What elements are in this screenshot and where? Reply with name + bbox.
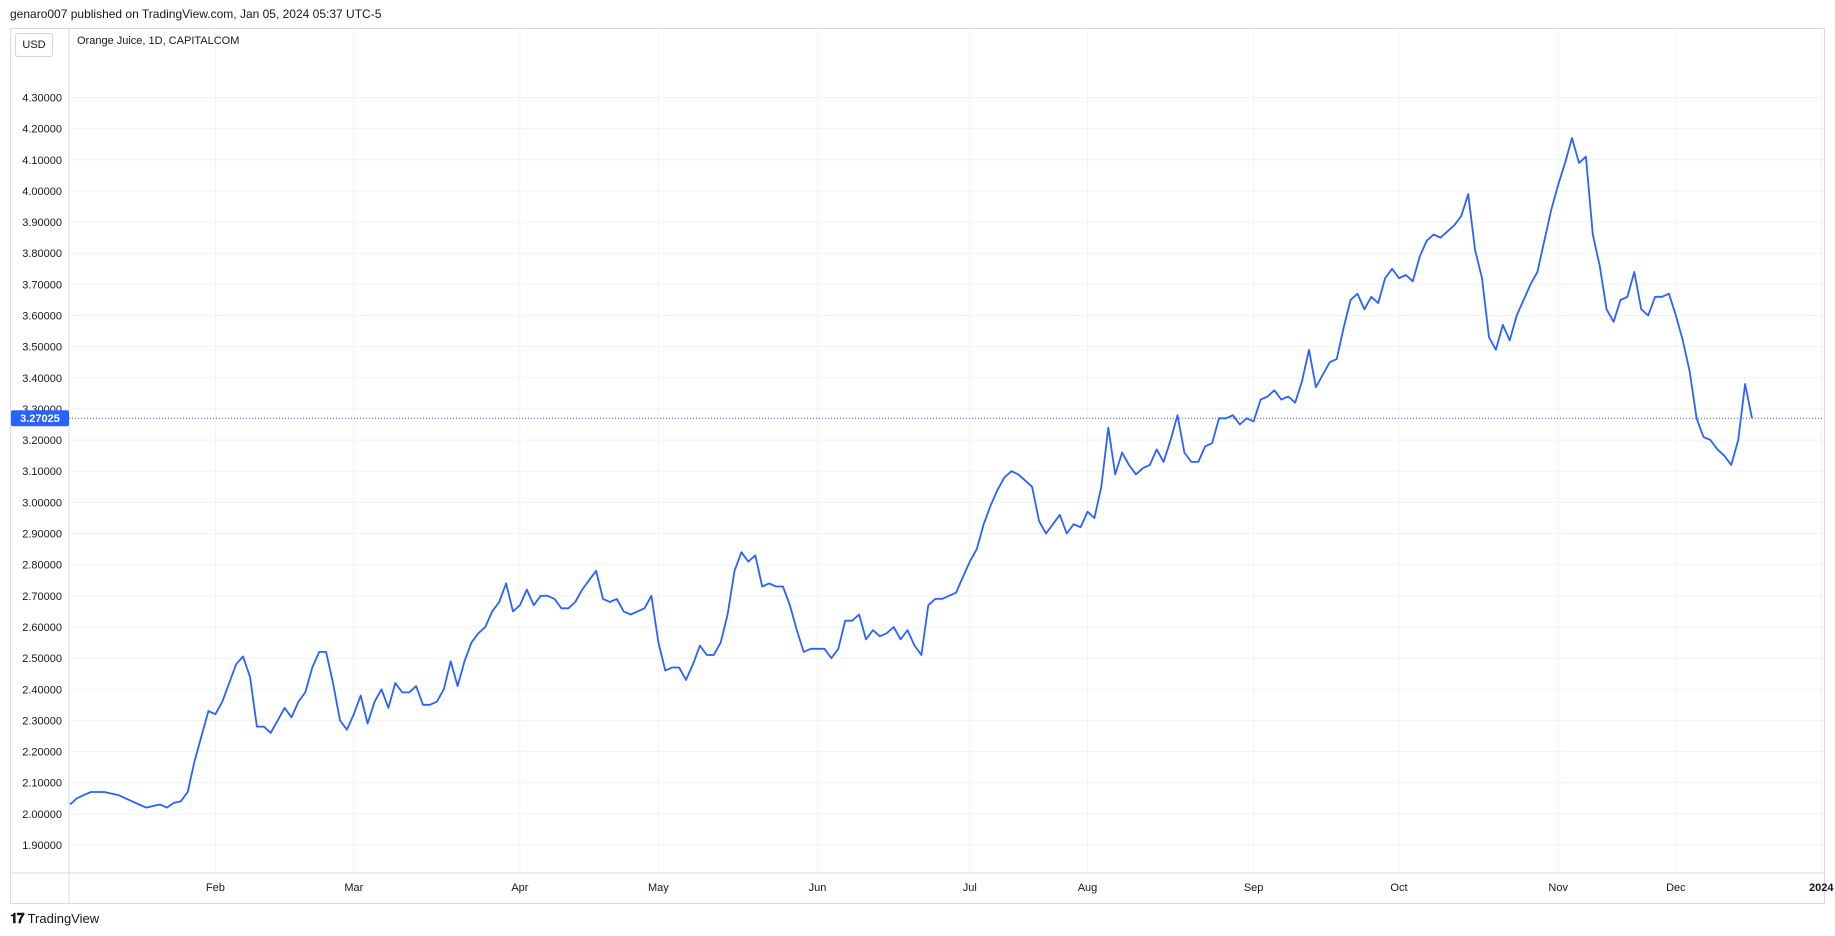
currency-selector[interactable]: USD bbox=[15, 33, 53, 57]
x-tick-label: Nov bbox=[1548, 882, 1568, 894]
y-tick-label: 4.00000 bbox=[22, 186, 62, 198]
x-tick-label: Aug bbox=[1078, 882, 1098, 894]
series-layer bbox=[69, 137, 1753, 809]
footer: 𝟏𝟕 TradingView bbox=[10, 910, 99, 927]
y-tick-label: 2.60000 bbox=[22, 622, 62, 634]
y-tick-label: 3.50000 bbox=[22, 342, 62, 354]
x-tick-label: Feb bbox=[206, 882, 225, 894]
x-tick-label: 2024 bbox=[1809, 882, 1834, 894]
x-tick-label: Apr bbox=[511, 882, 528, 894]
y-tick-label: 2.10000 bbox=[22, 778, 62, 790]
chart-frame bbox=[10, 28, 1825, 904]
x-tick-label: Mar bbox=[344, 882, 363, 894]
y-tick-label: 3.80000 bbox=[22, 248, 62, 260]
x-tick-label: Jun bbox=[809, 882, 827, 894]
y-tick-label: 3.90000 bbox=[22, 217, 62, 229]
y-tick-label: 4.30000 bbox=[22, 93, 62, 105]
y-tick-label: 2.40000 bbox=[22, 684, 62, 696]
grid-layer bbox=[69, 29, 1824, 873]
x-tick-label: Oct bbox=[1390, 882, 1407, 894]
y-tick-label: 2.50000 bbox=[22, 653, 62, 665]
x-tick-label: Sep bbox=[1244, 882, 1264, 894]
symbol-label: Orange Juice, 1D, CAPITALCOM bbox=[77, 35, 240, 47]
y-tick-label: 2.80000 bbox=[22, 560, 62, 572]
y-tick-label: 4.10000 bbox=[22, 155, 62, 167]
x-tick-labels: Feb Mar Apr May Jun Jul Aug Sep Oct Nov Dec 2024 bbox=[206, 882, 1834, 894]
brand-name[interactable]: TradingView bbox=[27, 911, 100, 926]
x-tick-label: Jul bbox=[963, 882, 977, 894]
publish-info: genaro007 published on TradingView.com, … bbox=[10, 7, 382, 21]
y-tick-label: 4.20000 bbox=[22, 124, 62, 136]
y-tick-label: 3.40000 bbox=[22, 373, 62, 385]
axis-layer bbox=[11, 29, 1824, 903]
y-tick-label: 3.20000 bbox=[22, 435, 62, 447]
last-price-label: 3.27025 bbox=[20, 413, 60, 425]
y-tick-label: 3.60000 bbox=[22, 311, 62, 323]
y-tick-label: 2.20000 bbox=[22, 747, 62, 759]
y-tick-label: 2.30000 bbox=[22, 715, 62, 727]
tradingview-logo-icon[interactable]: 𝟏𝟕 bbox=[10, 910, 25, 926]
y-tick-label: 3.10000 bbox=[22, 466, 62, 478]
y-tick-label: 2.00000 bbox=[22, 809, 62, 821]
y-tick-label: 1.90000 bbox=[22, 840, 62, 852]
last-price-badge bbox=[11, 410, 69, 427]
x-tick-label: May bbox=[648, 882, 669, 894]
y-tick-label: 3.00000 bbox=[22, 497, 62, 509]
price-series-line bbox=[69, 137, 1753, 809]
x-tick-label: Dec bbox=[1666, 882, 1686, 894]
y-tick-label: 3.70000 bbox=[22, 279, 62, 291]
last-price-layer: 3.27025 bbox=[11, 410, 1824, 427]
y-tick-label: 2.70000 bbox=[22, 591, 62, 603]
y-tick-label: 2.90000 bbox=[22, 529, 62, 541]
y-tick-labels: 4.30000 4.20000 4.10000 4.00000 3.90000 3.800… bbox=[22, 93, 62, 852]
